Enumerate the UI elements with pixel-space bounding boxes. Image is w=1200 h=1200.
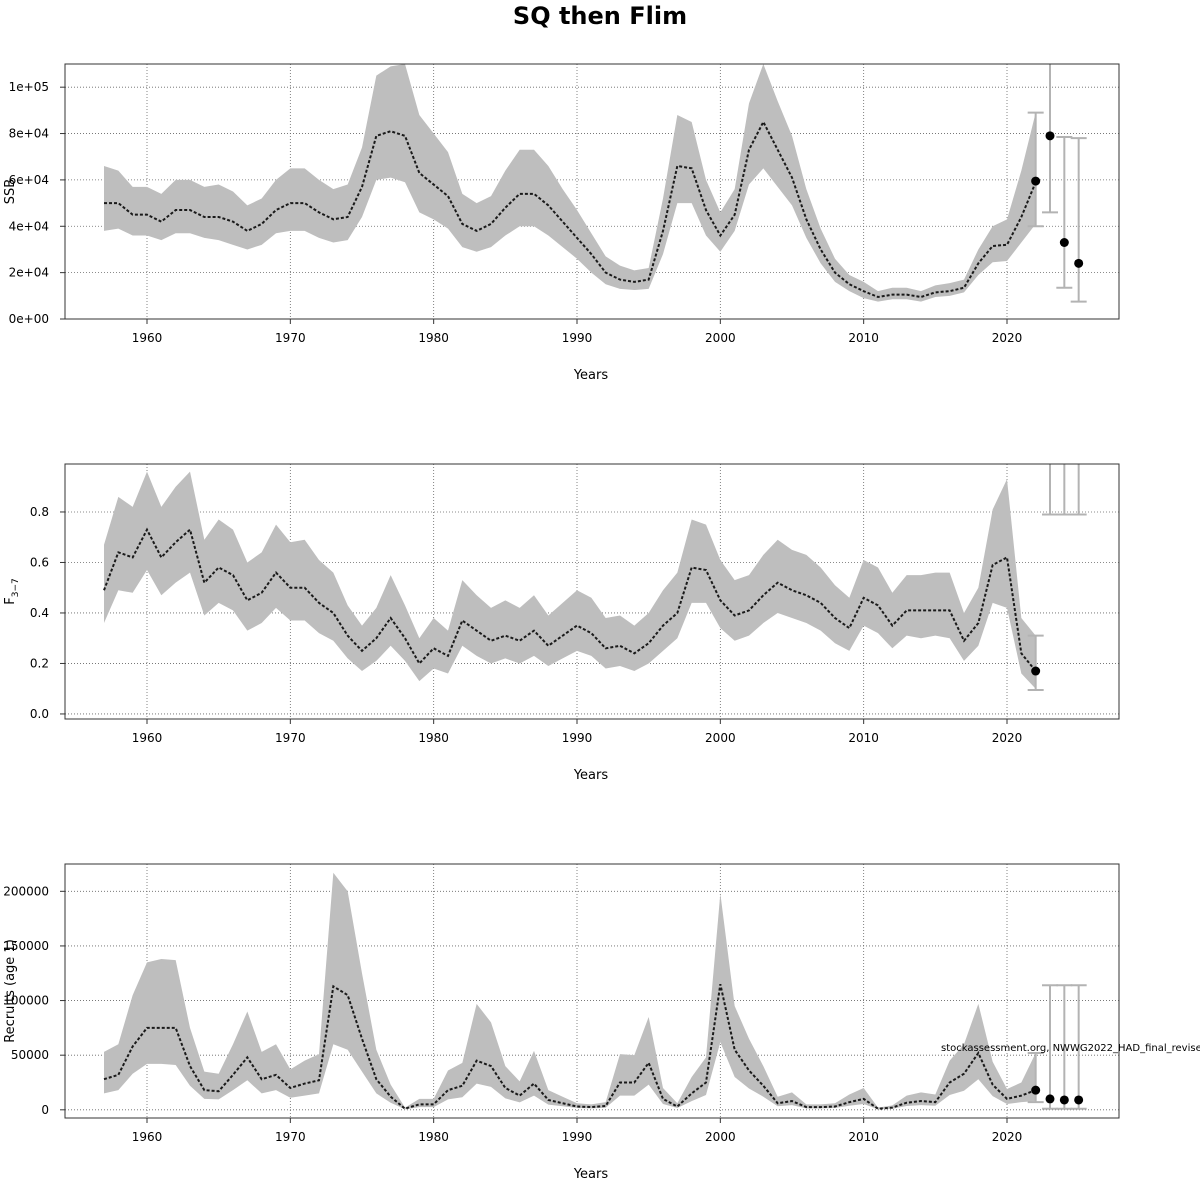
- y-tick-label: 2e+04: [9, 266, 49, 280]
- x-tick-label: 2000: [705, 731, 736, 745]
- forecast-point: [1045, 1094, 1055, 1104]
- y-tick-label: 200000: [3, 884, 49, 898]
- estimate-line: [104, 119, 1037, 299]
- y-tick-label: 0: [41, 1103, 49, 1117]
- x-tick-label: 1960: [132, 331, 163, 345]
- panel-frame: [64, 63, 1120, 320]
- x-tick-label: 1970: [275, 731, 306, 745]
- estimate-line: [103, 527, 1037, 672]
- y-axis-label: SSB: [3, 179, 18, 204]
- panel-ssb: 1960 1970 1980 1990 2000 2010 2020 0e+00 2e+04 4e…: [3, 63, 1120, 383]
- x-tick-label: 1990: [562, 1130, 593, 1144]
- forecast-point: [1045, 131, 1055, 141]
- x-axis-label: Years: [573, 768, 609, 783]
- x-tick-label: 2000: [705, 1130, 736, 1144]
- x-tick-label: 2010: [848, 331, 879, 345]
- x-tick-label: 1980: [418, 331, 449, 345]
- plot-area: [65, 444, 1119, 719]
- confidence-band: [104, 872, 1036, 1110]
- y-tick-label: 0.0: [30, 707, 49, 721]
- chart-title: SQ then Flim: [513, 2, 687, 30]
- forecast-point: [1031, 666, 1041, 676]
- x-axis-label: Years: [573, 368, 609, 383]
- y-axis-label: F3−7: [3, 578, 21, 604]
- y-tick-label: 100000: [3, 994, 49, 1008]
- panel-fishing-mortality: 1960 1970 1980 1990 2000 2010 2020 0.0 0.2 0.4 0.6…: [3, 444, 1120, 783]
- x-tick-label: 2010: [848, 731, 879, 745]
- x-tick-label: 1990: [562, 731, 593, 745]
- watermark: stockassessment.org, NWWG2022_HAD_final_…: [941, 1043, 1200, 1054]
- x-tick-label: 2000: [705, 331, 736, 345]
- plot-area: [65, 864, 1119, 1118]
- x-tick-label: 1960: [132, 731, 163, 745]
- x-tick-label: 1960: [132, 1130, 163, 1144]
- y-tick-label: 0.2: [30, 656, 49, 670]
- forecast-point: [1031, 1085, 1041, 1095]
- x-tick-label: 1980: [418, 731, 449, 745]
- y-tick-label: 150000: [3, 939, 49, 953]
- y-tick-label: 8e+04: [9, 127, 49, 141]
- panel-frame: [64, 863, 1120, 1119]
- forecast-point: [1074, 1095, 1084, 1105]
- forecast-point: [1059, 1095, 1069, 1105]
- forecast-point: [1060, 444, 1069, 453]
- forecast-point: [1074, 444, 1083, 453]
- y-tick-label: 0.8: [30, 505, 49, 519]
- plot-area: [65, 64, 1119, 319]
- panel-recruits: 1960 1970 1980 1990 2000 2010 2020 0 50000 100000…: [3, 863, 1120, 1182]
- y-tick-label: 4e+04: [9, 219, 49, 233]
- forecast-point: [1074, 258, 1084, 268]
- y-tick-label: 0e+00: [9, 312, 49, 326]
- y-axis-label: Recruits (age 1): [3, 939, 18, 1043]
- x-tick-label: 1980: [418, 1130, 449, 1144]
- x-tick-label: 1990: [562, 331, 593, 345]
- y-tick-label: 1e+05: [9, 80, 49, 94]
- y-axis-label-subscript: 3−7: [11, 578, 21, 597]
- confidence-band: [104, 64, 1036, 302]
- x-axis-label: Years: [573, 1167, 609, 1182]
- y-tick-label: 0.6: [30, 555, 49, 569]
- y-tick-label: 50000: [11, 1048, 49, 1062]
- confidence-band: [104, 471, 1036, 689]
- estimate-line: [103, 983, 1037, 1110]
- x-tick-label: 2020: [992, 731, 1023, 745]
- forecast-point: [1031, 176, 1041, 186]
- forecast-point: [1046, 444, 1055, 453]
- panel-frame: [64, 463, 1120, 720]
- x-tick-label: 2020: [992, 331, 1023, 345]
- x-tick-label: 1970: [275, 331, 306, 345]
- y-tick-label: 0.4: [30, 606, 49, 620]
- x-tick-label: 2010: [848, 1130, 879, 1144]
- x-tick-label: 1970: [275, 1130, 306, 1144]
- x-tick-label: 2020: [992, 1130, 1023, 1144]
- y-tick-label: 6e+04: [9, 173, 49, 187]
- forecast-point: [1059, 238, 1069, 247]
